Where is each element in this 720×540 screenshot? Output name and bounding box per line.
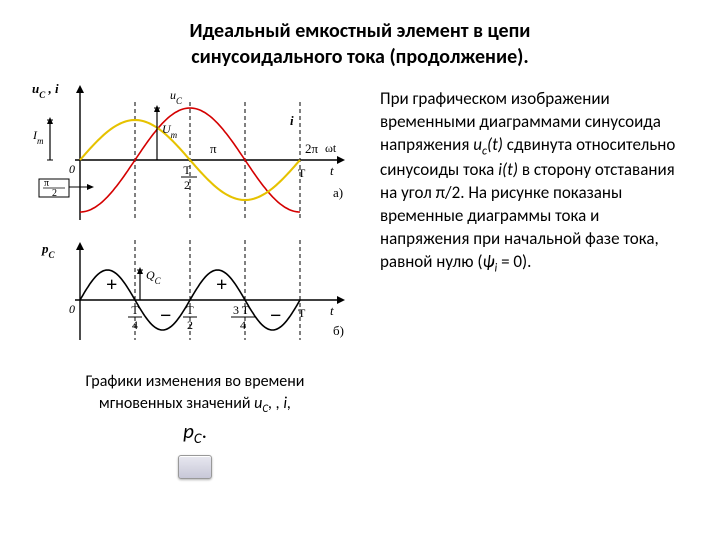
- nav-button[interactable]: [178, 455, 212, 479]
- zero2: 0: [69, 302, 75, 316]
- Im-sub: m: [37, 136, 44, 146]
- cap-l3: pС.: [30, 417, 360, 449]
- t-label: t: [330, 163, 334, 178]
- figure-caption: Графики изменения во времени мгновенных …: [30, 371, 360, 449]
- svg-text:T: T: [298, 306, 306, 320]
- ylabel-i: , i: [45, 81, 59, 96]
- svg-text:2: 2: [184, 178, 190, 192]
- panel-a: а): [333, 185, 343, 200]
- svg-text:π: π: [44, 178, 49, 189]
- svg-text:Um: Um: [162, 122, 178, 140]
- page-title: Идеальный емкостный элемент в цепи синус…: [0, 0, 720, 70]
- i-curve-label: i: [290, 113, 294, 128]
- sign2: +: [216, 274, 227, 296]
- svg-text:2π: 2π: [305, 141, 319, 156]
- content-row: Im Um uC , i uC i: [0, 70, 720, 479]
- left-column: Im Um uC , i uC i: [30, 80, 360, 479]
- svg-text:pC: pC: [41, 241, 56, 260]
- svg-text:4: 4: [240, 318, 246, 332]
- svg-text:2: 2: [187, 318, 193, 332]
- ylabel-u: u: [32, 81, 39, 96]
- power-chart-bottom: pC QC 0 T 4 T 2 3 T 4: [30, 240, 350, 360]
- svg-text:uC: uC: [170, 88, 183, 106]
- Um-sub: m: [171, 130, 178, 140]
- zero-label: 0: [69, 162, 75, 176]
- cap-l1: Графики изменения во времени: [30, 371, 360, 393]
- svg-text:T: T: [186, 303, 194, 317]
- svg-text:QC: QC: [146, 268, 162, 286]
- Qc: Q: [146, 268, 155, 282]
- sign0: +: [106, 274, 117, 296]
- waveform-chart-top: Im Um uC , i uC i: [30, 80, 350, 235]
- svg-text:4: 4: [132, 318, 138, 332]
- svg-text:Im: Im: [32, 128, 44, 146]
- svg-text:uC , i: uC , i: [32, 81, 59, 100]
- uc-curve-sub: C: [176, 96, 183, 106]
- svg-text:2: 2: [52, 188, 57, 199]
- svg-text:T: T: [131, 303, 139, 317]
- svg-text:T: T: [298, 166, 306, 180]
- sign1: −: [160, 305, 171, 327]
- svg-text:3 T: 3 T: [233, 303, 250, 317]
- svg-text:T: T: [183, 163, 191, 177]
- title-line2: синусоидального тока (продолжение).: [0, 44, 720, 70]
- right-text: При графическом изображении временными д…: [360, 80, 690, 479]
- title-line1: Идеальный емкостный элемент в цепи: [0, 18, 720, 44]
- svg-text:π: π: [210, 141, 217, 156]
- omega-t: ωt: [325, 141, 337, 155]
- sign3: −: [270, 305, 281, 327]
- t2: t: [330, 303, 334, 318]
- panel-b: б): [333, 323, 344, 338]
- cap-l2: мгновенных значений uС, , i,: [30, 393, 360, 417]
- Qc-s: C: [155, 276, 162, 286]
- pc-ys: C: [49, 250, 56, 260]
